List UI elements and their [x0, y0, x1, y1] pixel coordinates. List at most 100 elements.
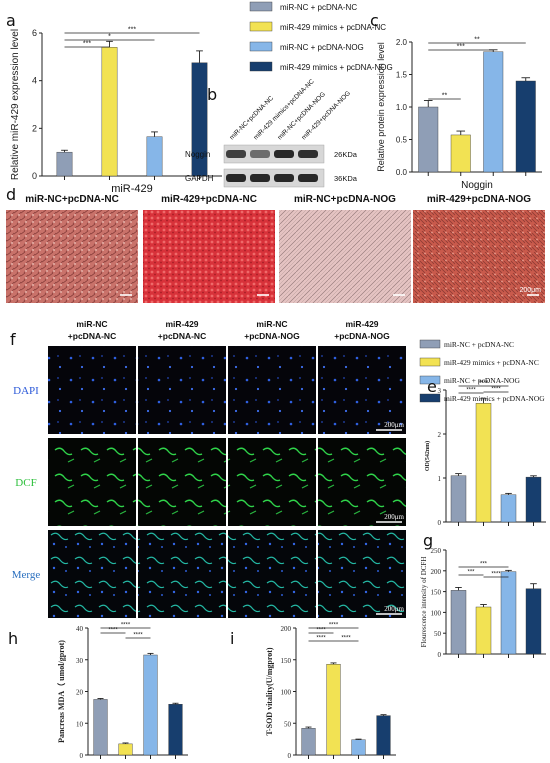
scale-bar-label: 200μm — [384, 605, 404, 613]
micrograph — [279, 210, 411, 303]
significance-label: **** — [329, 623, 339, 629]
fluorescence-image — [318, 530, 406, 618]
bar — [500, 494, 517, 523]
panel-letter-b: b — [207, 85, 217, 104]
panel-c: c 0.0 0.5 1.0 1.5 2.0 Relative protein expres… — [370, 11, 542, 191]
blot-band — [274, 150, 294, 158]
panel-letter-e: e — [427, 377, 437, 396]
micrograph — [6, 210, 138, 303]
significance-label: **** — [316, 636, 326, 642]
micrograph — [413, 210, 545, 303]
y-axis-label: Pancreas MDA（ umol/gprot) — [56, 640, 66, 743]
y-tick-label: 0.0 — [396, 168, 408, 177]
y-tick-label: 0 — [438, 519, 442, 527]
blot-band — [250, 174, 270, 182]
y-axis-label: Relative protein expression level — [376, 42, 386, 172]
bar — [351, 739, 366, 756]
legend-label: miR-NC + pcDNA-NOG — [444, 376, 520, 385]
legend-swatch — [249, 1, 273, 12]
y-tick-label: 0 — [32, 171, 37, 181]
fluorescence-image — [228, 530, 316, 618]
panel-letter-i: i — [230, 629, 234, 648]
significance-label: **** — [121, 623, 131, 629]
y-tick-label: 3 — [438, 387, 442, 395]
fluorescence-image — [228, 438, 316, 526]
bar — [146, 136, 163, 177]
y-tick-label: 0 — [438, 651, 442, 659]
bar — [450, 475, 467, 523]
blot-size-label: 36KDa — [334, 174, 358, 183]
significance-label: *** — [457, 44, 465, 51]
y-tick-label: 250 — [431, 547, 442, 555]
y-axis-label: T-SOD vitality(U/mgprot) — [265, 647, 274, 736]
bar — [525, 476, 542, 523]
bar — [450, 134, 471, 173]
bar — [475, 403, 492, 523]
significance-label: **** — [466, 388, 476, 394]
legend-mid: miR-NC + pcDNA-NC miR-429 mimics + pcDNA-… — [419, 339, 545, 403]
legend-swatch — [419, 375, 441, 385]
y-tick-label: 150 — [431, 589, 442, 597]
panel-letter-c: c — [370, 11, 379, 30]
bar — [56, 151, 73, 177]
blot-row-label: GAPDH — [185, 174, 214, 183]
legend-swatch — [419, 393, 441, 403]
significance-label: *** — [128, 27, 136, 34]
significance-label: **** — [316, 628, 326, 634]
fluorescence-image — [318, 346, 406, 434]
significance-label: *** — [467, 570, 475, 576]
panel-f: f miR-NC +pcDNA-NC miR-429 +pcDNA-NC miR-NC +… — [10, 319, 545, 618]
y-tick-label: 4 — [32, 76, 37, 86]
bar — [418, 106, 439, 173]
bar — [515, 80, 536, 173]
y-tick-label: 50 — [284, 720, 292, 728]
panel-f-column-title: miR-NC — [256, 319, 287, 329]
y-tick-label: 200 — [431, 568, 442, 576]
legend-top: miR-NC + pcDNA-NC miR-429 mimics + pcDNA-… — [249, 1, 393, 72]
legend-label: miR-429 mimics + pcDNA-NOG — [444, 394, 545, 403]
panel-f-column-title: +pcDNA-NC — [68, 331, 116, 341]
y-tick-label: 30 — [76, 657, 84, 665]
panel-d-title: miR-429+pcDNA-NC — [161, 194, 257, 205]
significance-label: **** — [479, 381, 489, 387]
fluorescence-image — [138, 346, 226, 434]
panel-letter-g: g — [423, 531, 433, 550]
scale-bar-label: 200μm — [384, 513, 404, 521]
blot-band — [226, 174, 246, 182]
blot-band — [250, 150, 270, 158]
blot-band — [298, 150, 318, 158]
panel-i: i 0 50 100 150 200 T-SOD vitality(U/mgprot) **… — [230, 623, 396, 760]
bar — [168, 704, 183, 756]
significance-label: **** — [108, 628, 118, 634]
significance-label: **** — [491, 572, 501, 578]
chart-a: 0 2 4 6 Relative miR-429 expression level miR… — [10, 27, 222, 195]
y-tick-label: 1 — [438, 475, 442, 483]
significance-label: ** — [442, 93, 448, 100]
significance-label: **** — [133, 633, 143, 639]
y-tick-label: 10 — [76, 720, 84, 728]
panel-letter-d: d — [6, 185, 16, 204]
y-tick-label: 2 — [438, 431, 442, 439]
blot-lane-label: miR-NC+pcDNA-NC — [228, 94, 275, 141]
significance-label: **** — [491, 387, 501, 393]
chart-c: 0.0 0.5 1.0 1.5 2.0 Relative protein expressi… — [376, 37, 542, 191]
legend-swatch — [249, 41, 273, 52]
significance-label: * — [108, 34, 111, 41]
y-tick-label: 150 — [281, 657, 292, 665]
panel-f-column-title: miR-429 — [165, 319, 198, 329]
significance-label: **** — [341, 636, 351, 642]
significance-label: *** — [480, 562, 488, 568]
blot-band — [274, 174, 294, 182]
chart-i: 0 50 100 150 200 T-SOD vitality(U/mgprot) ****… — [265, 623, 396, 760]
y-tick-label: 100 — [431, 609, 442, 617]
y-tick-label: 6 — [32, 28, 37, 38]
bar — [191, 62, 208, 177]
panel-f-column-title: miR-NC — [76, 319, 107, 329]
panel-d-title: miR-NC+pcDNA-NOG — [294, 194, 396, 205]
panel-f-column-title: miR-429 — [345, 319, 378, 329]
